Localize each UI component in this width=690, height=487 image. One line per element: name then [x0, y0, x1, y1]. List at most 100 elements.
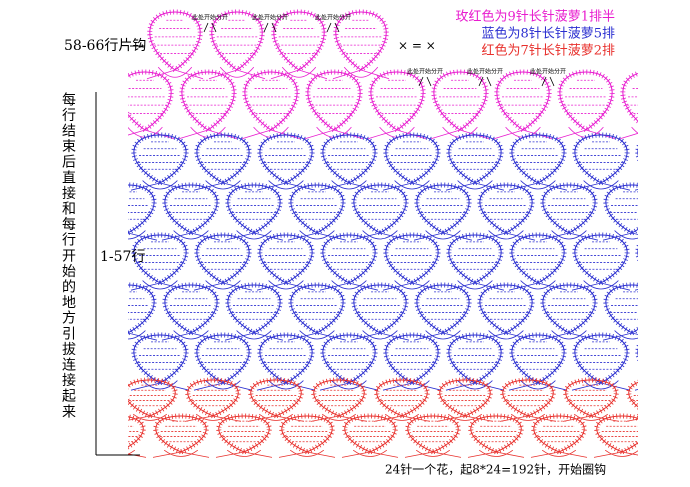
pineapple: [559, 71, 613, 131]
chain: [571, 380, 631, 391]
footer-note: 24针一个花，起8*24=192针，开始圈钩: [385, 462, 606, 477]
pineapple: [637, 247, 638, 256]
pineapple: [313, 379, 365, 417]
pineapple: [637, 347, 638, 356]
stitches: [557, 69, 615, 133]
stitches: [446, 232, 504, 286]
pineapple: [605, 184, 638, 234]
stitches: [509, 232, 567, 286]
chain: [247, 413, 305, 422]
stitches: [320, 132, 378, 186]
chain: [341, 449, 399, 458]
chain: [146, 66, 204, 80]
pineapple: [533, 415, 585, 453]
stitches: [225, 182, 283, 236]
chain: [128, 413, 179, 422]
pineapple: [149, 11, 201, 71]
chain: [193, 380, 253, 391]
chain: [128, 330, 158, 341]
pineapple: [496, 71, 550, 131]
split-arrow: [263, 22, 277, 33]
stitches: [620, 71, 638, 125]
stitches: [225, 282, 283, 336]
stitches: [194, 332, 252, 386]
stitches: [635, 343, 638, 362]
chain: [404, 449, 462, 458]
pineapple: [637, 147, 638, 156]
stitches: [131, 332, 189, 386]
pineapple: [128, 71, 172, 131]
split-note: 此处开始分开: [252, 14, 288, 22]
pineapple: [128, 416, 144, 448]
stitches: [635, 243, 638, 262]
chain: [319, 380, 379, 391]
stitches: [368, 69, 426, 133]
pineapple: [439, 379, 491, 417]
stitches: [131, 232, 189, 286]
stitches: [131, 132, 189, 186]
split-note: 此处开始分开: [530, 68, 566, 76]
stitches: [509, 132, 567, 186]
chain: [666, 331, 690, 341]
chain: [256, 380, 316, 391]
chain: [467, 449, 525, 458]
chain: [382, 380, 442, 391]
stitches: [288, 182, 346, 236]
rows-label: 1-57行: [100, 249, 145, 265]
chain: [634, 289, 638, 291]
pineapple: [596, 415, 638, 453]
chain: [278, 449, 336, 458]
chain: [215, 449, 273, 458]
side-note: 每行结束后直接和每行开始的地方引拔连接起来: [60, 92, 76, 420]
pineapple: [211, 11, 263, 71]
chain: [68, 381, 126, 391]
pineapple: [128, 379, 176, 417]
pineapple: [281, 415, 333, 453]
pineapple: [187, 379, 239, 417]
stitches: [128, 182, 157, 236]
pineapple: [155, 415, 207, 453]
stitches: [572, 332, 630, 386]
pineapple: [622, 73, 638, 122]
stitches: [194, 132, 252, 186]
stitches: [494, 69, 552, 133]
split-arrow: [203, 22, 217, 33]
chain: [619, 126, 638, 140]
stitches: [572, 132, 630, 186]
stitches: [383, 132, 441, 186]
chain: [130, 380, 190, 391]
stitches: [383, 232, 441, 286]
pineapple: [669, 185, 690, 233]
pineapple: [273, 11, 325, 71]
split-note: 此处开始分开: [467, 68, 503, 76]
chain: [445, 380, 505, 391]
stitches: [414, 182, 472, 236]
stitches: [446, 132, 504, 186]
motif-area: [68, 9, 690, 458]
pineapple: [307, 71, 361, 131]
chain: [562, 413, 620, 422]
stitches: [179, 69, 237, 133]
stitches: [194, 232, 252, 286]
stitches: [383, 332, 441, 386]
chain: [657, 450, 690, 457]
pineapple: [218, 415, 270, 453]
chain: [508, 380, 568, 391]
stitches: [128, 69, 174, 133]
stitches: [351, 282, 409, 336]
pineapple: [335, 11, 387, 71]
pineapple: [344, 415, 396, 453]
stitches: [540, 182, 598, 236]
chain: [499, 413, 557, 422]
stitches: [257, 232, 315, 286]
chain: [68, 181, 126, 191]
chain: [68, 281, 126, 291]
stitches: [477, 182, 535, 236]
pineapple: [470, 415, 522, 453]
stitches: [509, 332, 567, 386]
stitches: [128, 282, 157, 336]
chain: [634, 389, 638, 391]
stitches: [669, 285, 690, 333]
pineapple: [502, 379, 554, 417]
